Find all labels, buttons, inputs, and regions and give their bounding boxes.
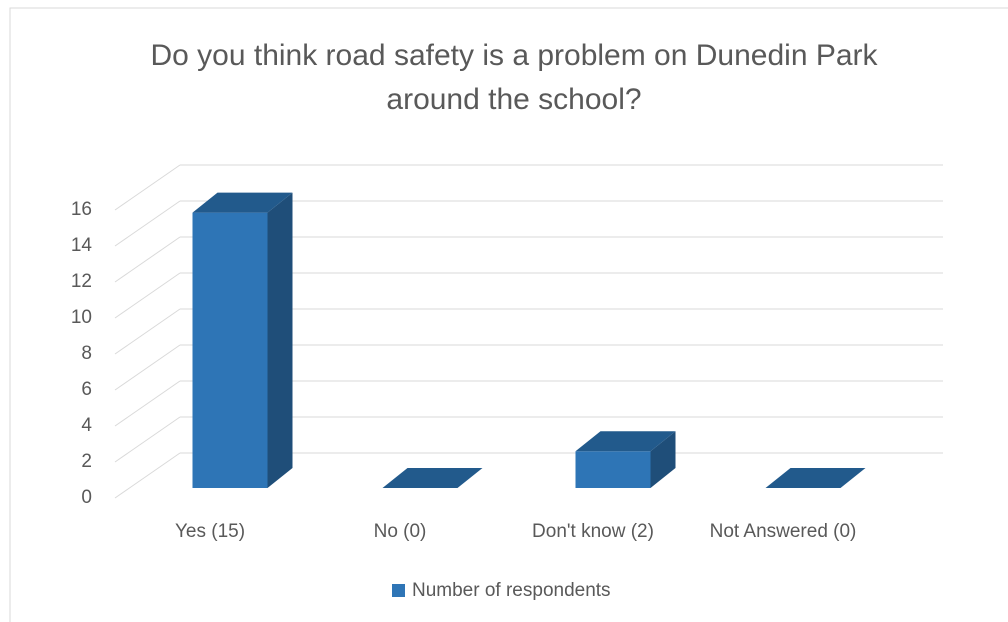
y-tick-label: 10 (71, 307, 92, 328)
bar (192, 192, 293, 488)
y-tick-label: 6 (81, 379, 92, 400)
bar (575, 431, 676, 488)
bar (382, 468, 483, 488)
y-tick-label: 4 (81, 415, 92, 436)
legend-swatch (392, 584, 405, 597)
bar (765, 468, 866, 488)
bar-side (650, 431, 676, 488)
grid-line (114, 452, 181, 499)
grid-line (114, 164, 181, 211)
grid-line (114, 308, 181, 355)
y-tick-label: 14 (71, 235, 93, 256)
grid-line (114, 272, 181, 319)
chart-border (9, 7, 1008, 622)
y-tick-label: 0 (81, 487, 92, 508)
legend-label: Number of respondents (412, 580, 611, 601)
bar-front (575, 451, 651, 488)
bar-side (267, 192, 293, 488)
x-tick-label: Not Answered (0) (710, 521, 857, 542)
grid-line (114, 200, 181, 247)
bar-front (192, 212, 268, 488)
grid-line (114, 344, 181, 391)
y-tick-label: 8 (81, 343, 92, 364)
grid-line (114, 236, 181, 283)
y-tick-label: 16 (71, 199, 92, 220)
x-tick-label: Don't know (2) (532, 521, 654, 542)
bar-top (575, 431, 676, 452)
bar-top (192, 192, 293, 213)
x-tick-label: No (0) (374, 521, 427, 542)
y-tick-label: 2 (81, 451, 92, 472)
x-tick-label: Yes (15) (175, 521, 245, 542)
chart-title: Do you think road safety is a problem on… (150, 39, 878, 116)
bar-top (382, 468, 483, 488)
y-tick-label: 12 (71, 271, 92, 292)
bar-top (765, 468, 866, 488)
grid-line (114, 380, 181, 427)
grid-line (114, 416, 181, 463)
